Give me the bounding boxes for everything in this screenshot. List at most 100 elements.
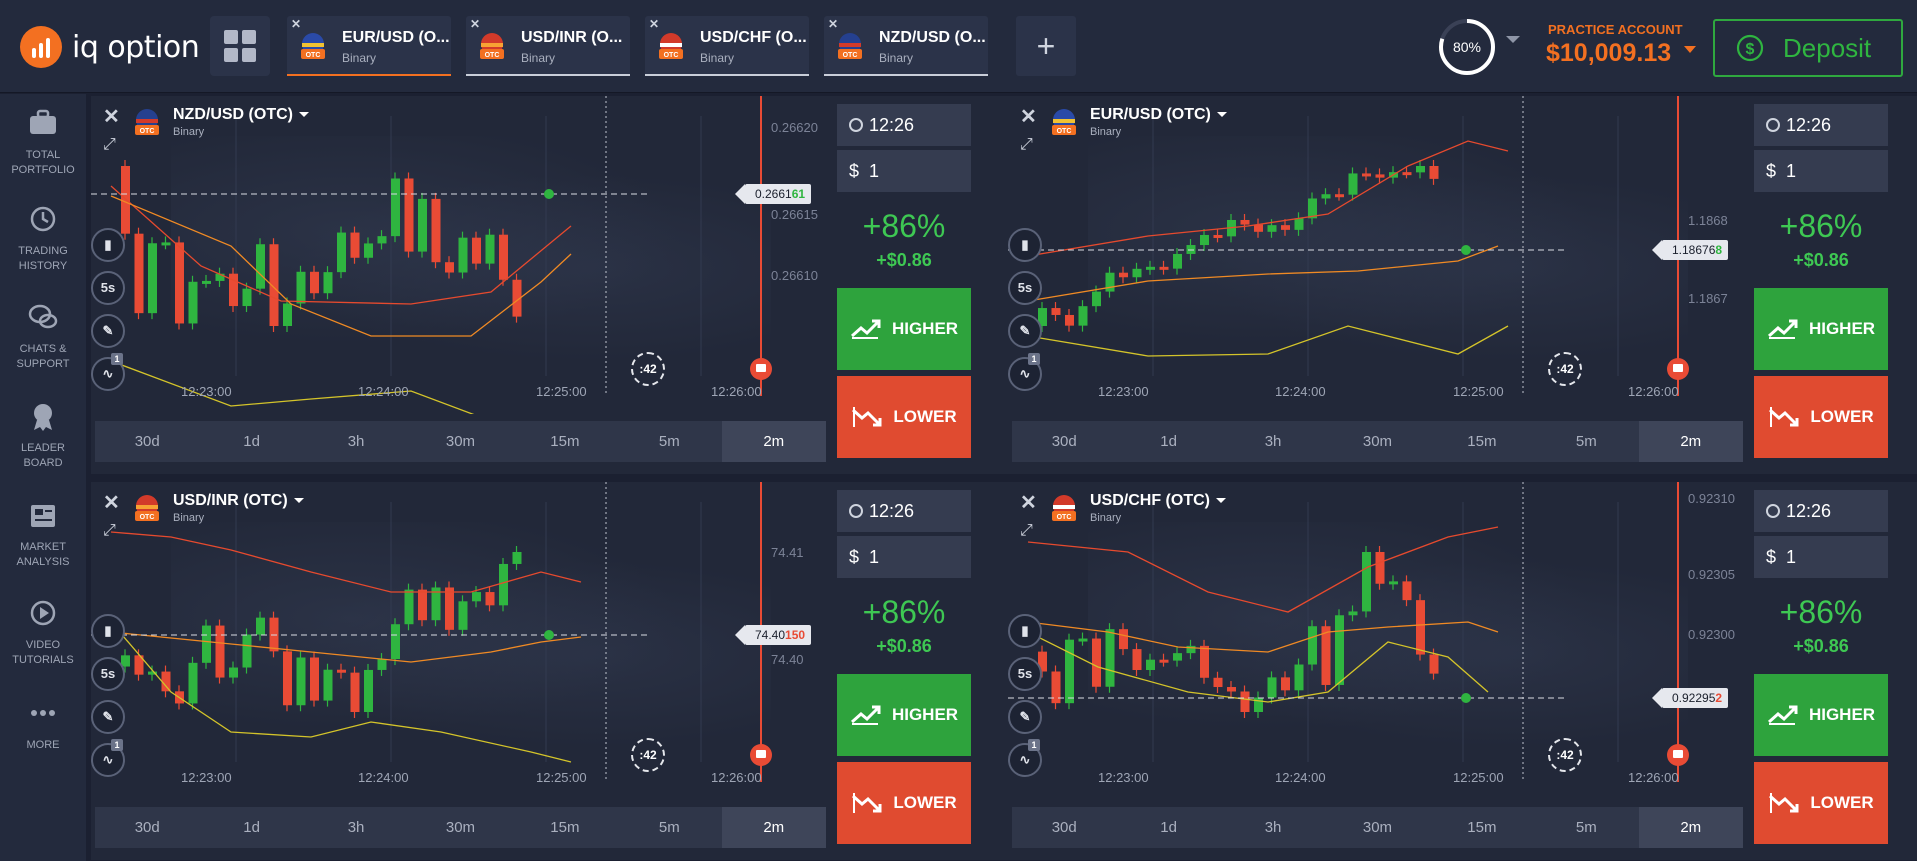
layout-grid-button[interactable]: [210, 16, 270, 76]
sidebar-item-play[interactable]: VIDEO TUTORIALS: [0, 594, 86, 668]
asset-selector[interactable]: USD/INR (OTC): [173, 492, 304, 510]
account-balance[interactable]: $10,009.13: [1546, 39, 1672, 67]
timeframe-1d[interactable]: 1d: [243, 433, 260, 450]
timeframe-30m[interactable]: 30m: [445, 819, 476, 836]
sidebar-item-chat[interactable]: CHATS & SUPPORT: [0, 298, 86, 372]
sidebar-item-newspaper[interactable]: MARKET ANALYSIS: [0, 496, 86, 570]
lower-button[interactable]: LOWER: [837, 762, 971, 844]
timeframe-15m[interactable]: 15m: [550, 433, 580, 450]
expand-icon[interactable]: ⤢: [1020, 522, 1033, 539]
candle-size-button[interactable]: 5s: [91, 657, 125, 691]
timeframe-1d[interactable]: 1d: [1160, 819, 1177, 836]
asset-tab-2[interactable]: ✕ OTC USD/CHF (O... Binary: [645, 16, 809, 76]
investment-amount-input[interactable]: $1: [1754, 536, 1888, 578]
timeframe-15m[interactable]: 15m: [550, 819, 580, 836]
timeframe-2m[interactable]: 2m: [721, 807, 826, 848]
close-panel-icon[interactable]: ✕: [103, 106, 120, 128]
timeframe-1d[interactable]: 1d: [1160, 433, 1177, 450]
drawing-tools-button[interactable]: ✎: [1008, 700, 1042, 734]
candle-size-button[interactable]: 5s: [91, 271, 125, 305]
close-tab-icon[interactable]: ✕: [470, 17, 481, 31]
indicators-button[interactable]: ∿ 1: [1008, 739, 1042, 777]
asset-selector[interactable]: EUR/USD (OTC): [1090, 106, 1227, 124]
timeframe-30m[interactable]: 30m: [1362, 819, 1393, 836]
timeframe-15m[interactable]: 15m: [1467, 433, 1497, 450]
sidebar-item-history[interactable]: TRADING HISTORY: [0, 200, 86, 274]
timeframe-5m[interactable]: 5m: [658, 433, 680, 450]
sidebar-item-medal[interactable]: LEADER BOARD: [0, 397, 86, 471]
price-chart[interactable]: 0.26620 0.26615 0.26610 12:23:00 12:24:00 12:…: [91, 96, 831, 414]
investment-amount-input[interactable]: $1: [1754, 150, 1888, 192]
deposit-label: Deposit: [1783, 32, 1872, 63]
expand-icon[interactable]: ⤢: [103, 522, 116, 539]
timeframe-1d[interactable]: 1d: [243, 819, 260, 836]
asset-tab-1[interactable]: ✕ OTC USD/INR (O... Binary: [466, 16, 630, 76]
deposit-button[interactable]: $ Deposit: [1713, 19, 1903, 77]
drawing-tools-button[interactable]: ✎: [91, 700, 125, 734]
timeframe-5m[interactable]: 5m: [658, 819, 680, 836]
timeframe-5m[interactable]: 5m: [1575, 819, 1597, 836]
chart-type-button[interactable]: ▮: [91, 614, 125, 648]
chart-type-button[interactable]: ▮: [1008, 228, 1042, 262]
timeframe-15m[interactable]: 15m: [1467, 819, 1497, 836]
timeframe-2m[interactable]: 2m: [721, 421, 826, 462]
timeframe-30m[interactable]: 30m: [1362, 433, 1393, 450]
drawing-tools-button[interactable]: ✎: [1008, 314, 1042, 348]
higher-button[interactable]: HIGHER: [837, 674, 971, 756]
timeframe-2m[interactable]: 2m: [1638, 421, 1743, 462]
higher-button[interactable]: HIGHER: [1754, 674, 1888, 756]
asset-tab-3[interactable]: ✕ OTC NZD/USD (O... Binary: [824, 16, 988, 76]
timeframe-30d[interactable]: 30d: [1051, 819, 1077, 836]
chart-type-button[interactable]: ▮: [1008, 614, 1042, 648]
close-panel-icon[interactable]: ✕: [103, 492, 120, 514]
sidebar-item-briefcase[interactable]: TOTAL PORTFOLIO: [0, 104, 86, 178]
close-tab-icon[interactable]: ✕: [828, 17, 839, 31]
gauge-chevron-down-icon[interactable]: [1506, 36, 1520, 43]
timeframe-30d[interactable]: 30d: [134, 433, 160, 450]
sidebar-item-dots[interactable]: MORE: [0, 694, 86, 753]
timeframe-30d[interactable]: 30d: [134, 819, 160, 836]
investment-amount-input[interactable]: $1: [837, 536, 971, 578]
asset-selector[interactable]: USD/CHF (OTC): [1090, 492, 1226, 510]
expiry-time-selector[interactable]: 12:26: [837, 104, 971, 146]
balance-chevron-down-icon[interactable]: [1684, 46, 1696, 53]
asset-selector[interactable]: NZD/USD (OTC): [173, 106, 309, 124]
timeframe-30d[interactable]: 30d: [1051, 433, 1077, 450]
expiry-time-selector[interactable]: 12:26: [837, 490, 971, 532]
price-chart[interactable]: 0.92310 0.92305 0.92300 12:23:00 12:24:00 12:…: [1008, 482, 1748, 800]
lower-button[interactable]: LOWER: [837, 376, 971, 458]
price-chart[interactable]: 1.1868 1.1867 12:23:00 12:24:00 12:25:00 12:2…: [1008, 96, 1748, 414]
expand-icon[interactable]: ⤢: [103, 136, 116, 153]
timeframe-3h[interactable]: 3h: [1264, 433, 1282, 450]
indicators-button[interactable]: ∿ 1: [91, 353, 125, 391]
lower-button[interactable]: LOWER: [1754, 376, 1888, 458]
higher-button[interactable]: HIGHER: [837, 288, 971, 370]
timeframe-3h[interactable]: 3h: [347, 433, 365, 450]
candle-size-button[interactable]: 5s: [1008, 271, 1042, 305]
brand-logo[interactable]: iq option: [20, 26, 200, 68]
timeframe-30m[interactable]: 30m: [445, 433, 476, 450]
close-tab-icon[interactable]: ✕: [649, 17, 660, 31]
timeframe-2m[interactable]: 2m: [1638, 807, 1743, 848]
timeframe-3h[interactable]: 3h: [347, 819, 365, 836]
expiry-time-selector[interactable]: 12:26: [1754, 104, 1888, 146]
close-tab-icon[interactable]: ✕: [291, 17, 302, 31]
chart-type-button[interactable]: ▮: [91, 228, 125, 262]
close-panel-icon[interactable]: ✕: [1020, 492, 1037, 514]
price-chart[interactable]: 74.41 74.40 12:23:00 12:24:00 12:25:00 12:26:…: [91, 482, 831, 800]
expiry-time-selector[interactable]: 12:26: [1754, 490, 1888, 532]
expand-icon[interactable]: ⤢: [1020, 136, 1033, 153]
lower-button[interactable]: LOWER: [1754, 762, 1888, 844]
drawing-tools-button[interactable]: ✎: [91, 314, 125, 348]
indicators-button[interactable]: ∿ 1: [91, 739, 125, 777]
indicators-button[interactable]: ∿ 1: [1008, 353, 1042, 391]
investment-amount-input[interactable]: $1: [837, 150, 971, 192]
add-asset-button[interactable]: +: [1016, 16, 1076, 76]
candle-size-button[interactable]: 5s: [1008, 657, 1042, 691]
profitability-gauge[interactable]: 80%: [1437, 17, 1497, 77]
timeframe-5m[interactable]: 5m: [1575, 433, 1597, 450]
higher-button[interactable]: HIGHER: [1754, 288, 1888, 370]
asset-tab-0[interactable]: ✕ OTC EUR/USD (O... Binary: [287, 16, 451, 76]
close-panel-icon[interactable]: ✕: [1020, 106, 1037, 128]
timeframe-3h[interactable]: 3h: [1264, 819, 1282, 836]
